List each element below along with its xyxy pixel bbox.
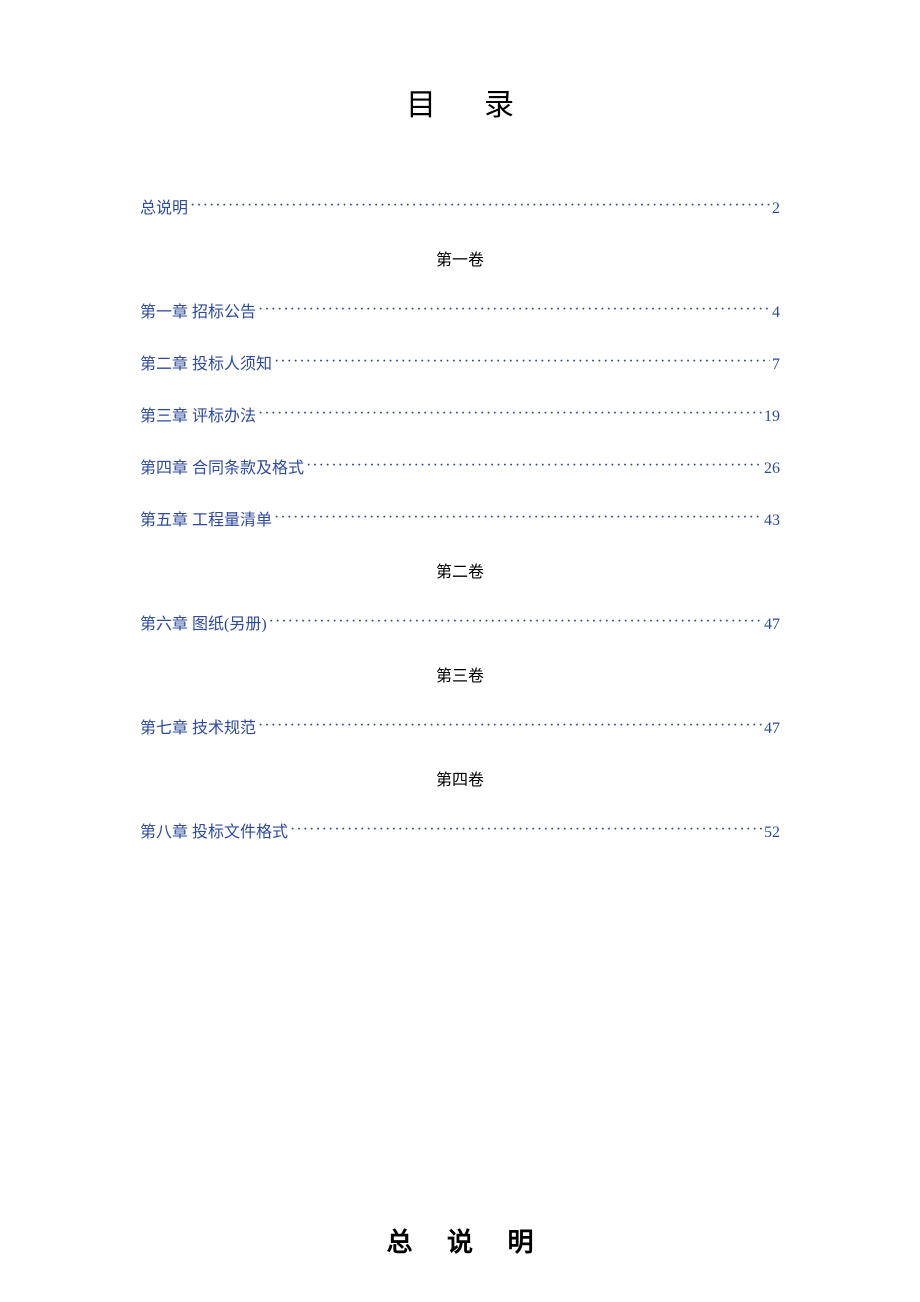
toc-page-number: 2 xyxy=(772,200,780,218)
toc-label: 第三章 评标办法 xyxy=(140,402,256,426)
toc-leader xyxy=(258,717,762,733)
toc-page-number: 47 xyxy=(764,616,780,634)
toc-entry[interactable]: 第三章 评标办法 19 xyxy=(140,402,780,426)
document-page: 目录 总说明 2 第一卷 第一章 招标公告 4 第二章 投标人须知 7 第三章 … xyxy=(0,0,920,1259)
toc-leader xyxy=(269,613,762,629)
toc-page-number: 47 xyxy=(764,720,780,738)
toc-entry[interactable]: 第五章 工程量清单 43 xyxy=(140,506,780,530)
toc-leader xyxy=(258,405,762,421)
toc-label: 第五章 工程量清单 xyxy=(140,506,272,530)
toc-label: 第四章 合同条款及格式 xyxy=(140,454,304,478)
toc-label: 总说明 xyxy=(140,194,188,218)
toc-leader xyxy=(290,821,762,837)
section-title: 总 说 明 xyxy=(140,1222,780,1259)
toc-label: 第二章 投标人须知 xyxy=(140,350,272,374)
toc-label: 第六章 图纸(另册) xyxy=(140,610,267,634)
toc-entry-intro[interactable]: 总说明 2 xyxy=(140,194,780,218)
toc-label: 第七章 技术规范 xyxy=(140,714,256,738)
volume-heading: 第四卷 xyxy=(140,766,780,790)
toc-leader xyxy=(274,509,762,525)
toc-page-number: 7 xyxy=(772,356,780,374)
toc-leader xyxy=(306,457,762,473)
volume-heading: 第二卷 xyxy=(140,558,780,582)
page-title: 目录 xyxy=(140,80,780,124)
toc-page-number: 43 xyxy=(764,512,780,530)
toc-page-number: 19 xyxy=(764,408,780,426)
toc-entry[interactable]: 第二章 投标人须知 7 xyxy=(140,350,780,374)
toc-label: 第一章 招标公告 xyxy=(140,298,256,322)
toc-leader xyxy=(274,353,770,369)
toc-entry[interactable]: 第六章 图纸(另册) 47 xyxy=(140,610,780,634)
toc-entry[interactable]: 第四章 合同条款及格式 26 xyxy=(140,454,780,478)
toc-entry[interactable]: 第八章 投标文件格式 52 xyxy=(140,818,780,842)
volume-heading: 第一卷 xyxy=(140,246,780,270)
toc-page-number: 4 xyxy=(772,304,780,322)
volume-heading: 第三卷 xyxy=(140,662,780,686)
toc-label: 第八章 投标文件格式 xyxy=(140,818,288,842)
toc-page-number: 52 xyxy=(764,824,780,842)
table-of-contents: 总说明 2 第一卷 第一章 招标公告 4 第二章 投标人须知 7 第三章 评标办… xyxy=(140,194,780,842)
toc-entry[interactable]: 第一章 招标公告 4 xyxy=(140,298,780,322)
toc-leader xyxy=(258,301,770,317)
toc-page-number: 26 xyxy=(764,460,780,478)
toc-entry[interactable]: 第七章 技术规范 47 xyxy=(140,714,780,738)
toc-leader xyxy=(190,197,770,213)
